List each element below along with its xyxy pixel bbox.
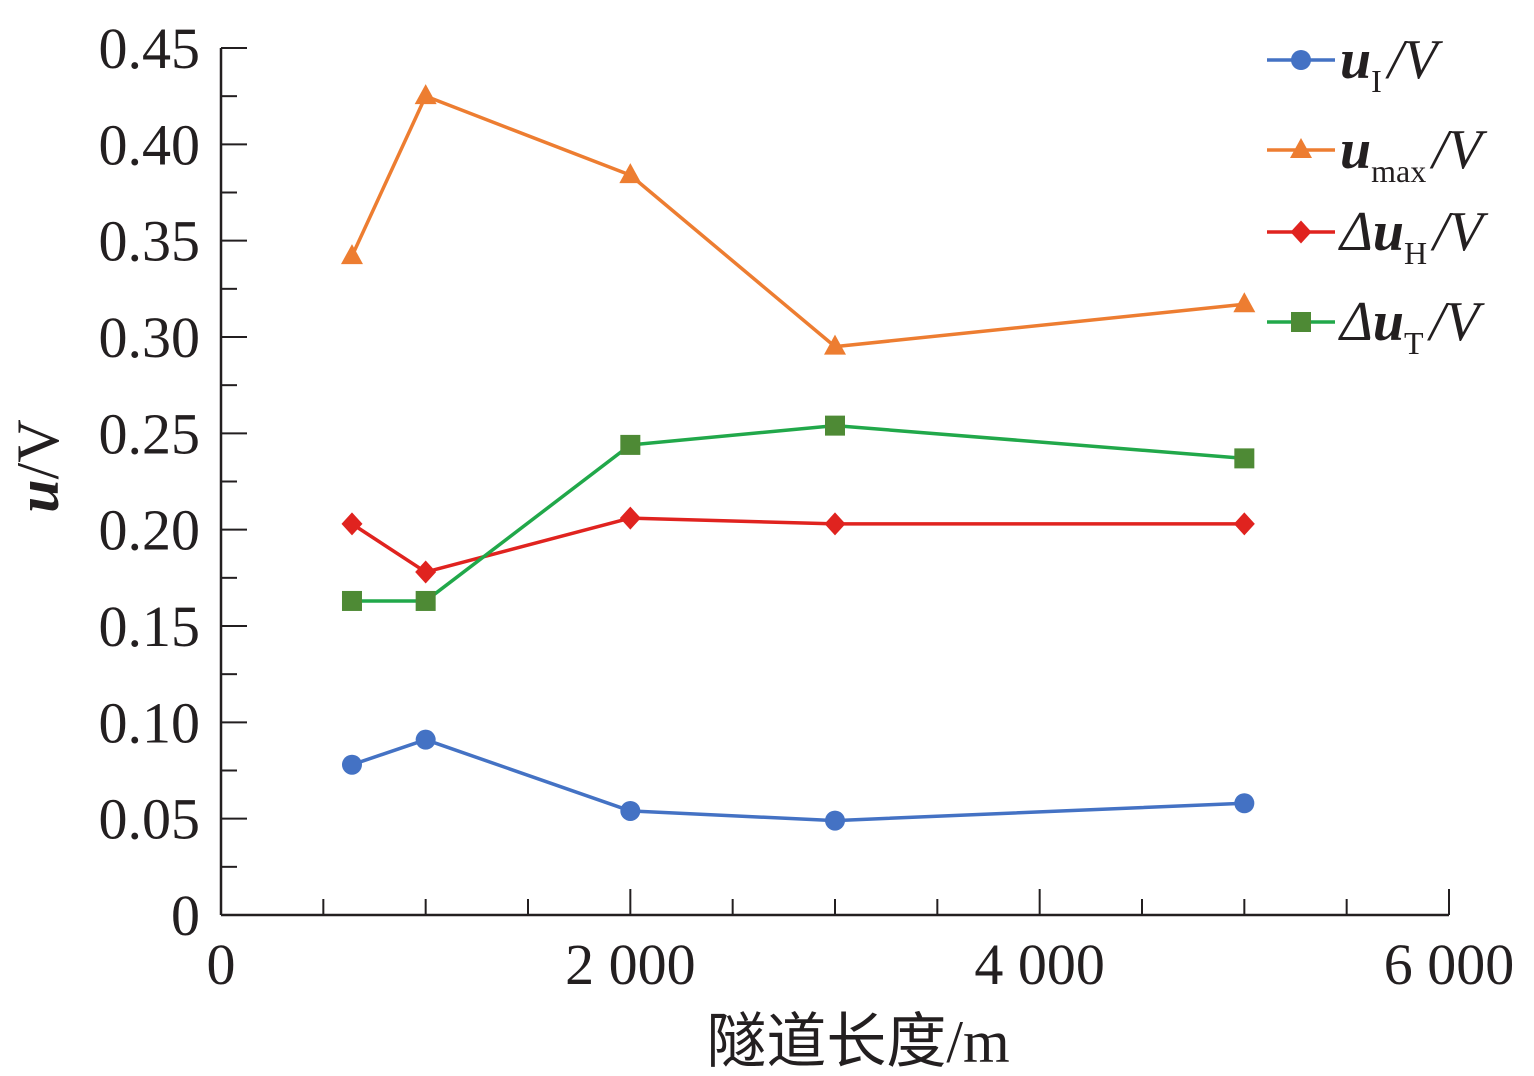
y-axis-title-var: u [5,479,71,512]
series-line [351,423,1245,603]
y-tick-label: 0.15 [99,594,201,659]
data-point [415,729,436,750]
y-axis-ticks: 0 0.05 0.10 0.15 0.20 0.25 0.30 0.35 0.40 0.45 [99,16,247,948]
data-point [415,560,437,584]
y-axis-title: u/V [5,419,71,512]
data-point [620,800,641,821]
data-point [414,84,437,105]
data-point [825,415,845,436]
x-tick-label: 2 000 [565,932,696,997]
x-tick-label: 0 [207,932,236,997]
x-axis-ticks: 0 2 000 4 000 6 000 [207,889,1515,997]
y-tick-label: 0.35 [99,209,201,274]
data-point [341,754,362,775]
legend-item: umax/V [1267,119,1488,189]
data-point [825,810,845,831]
data-point [1233,292,1256,313]
series-line [351,516,1245,574]
y-tick-label: 0 [171,883,200,948]
y-tick-label: 0.05 [99,787,201,852]
legend-swatch-marker [1291,312,1311,332]
legend-swatch-marker [1290,138,1312,158]
series-layer [340,84,1256,831]
y-tick-label: 0.20 [99,498,201,563]
data-point [619,506,641,530]
data-point [1234,793,1255,814]
legend-item: ΔuT/V [1267,291,1485,361]
legend-swatch-marker [1290,220,1312,244]
data-point [619,163,642,184]
axes [219,48,1449,917]
legend-item: ΔuH/V [1267,201,1489,271]
svg-text:u/V: u/V [5,419,71,512]
legend-label: ΔuH/V [1338,201,1489,271]
legend-label: uI/V [1340,29,1443,99]
y-tick-label: 0.40 [99,112,201,177]
legend-label: ΔuT/V [1338,291,1485,361]
data-point [620,434,641,455]
y-tick-label: 0.25 [99,401,201,466]
data-point [1234,448,1255,469]
series-diamond [341,506,1255,584]
data-point [1233,512,1255,536]
series-triangle [340,84,1256,355]
x-tick-label: 6 000 [1384,932,1515,997]
data-point [341,512,363,536]
legend-label: umax/V [1340,119,1488,189]
x-axis-title: 隧道长度/m [706,1009,1009,1075]
x-tick-label: 4 000 [974,932,1105,997]
legend-swatch-marker [1291,50,1311,70]
series-circle [341,729,1255,831]
y-axis-title-unit: /V [5,419,71,479]
data-point [341,590,362,611]
data-point [415,590,436,611]
data-point [824,512,846,536]
legend: uI/V umax/V ΔuH/V ΔuT/V [1267,29,1489,361]
y-tick-label: 0.30 [99,305,201,370]
data-point [824,334,846,355]
y-tick-label: 0.45 [99,16,201,81]
series-line [351,737,1245,823]
data-point [340,244,363,265]
series-square [341,415,1255,611]
series-line [350,94,1245,349]
legend-item: uI/V [1267,29,1443,99]
y-tick-label: 0.10 [99,690,201,755]
